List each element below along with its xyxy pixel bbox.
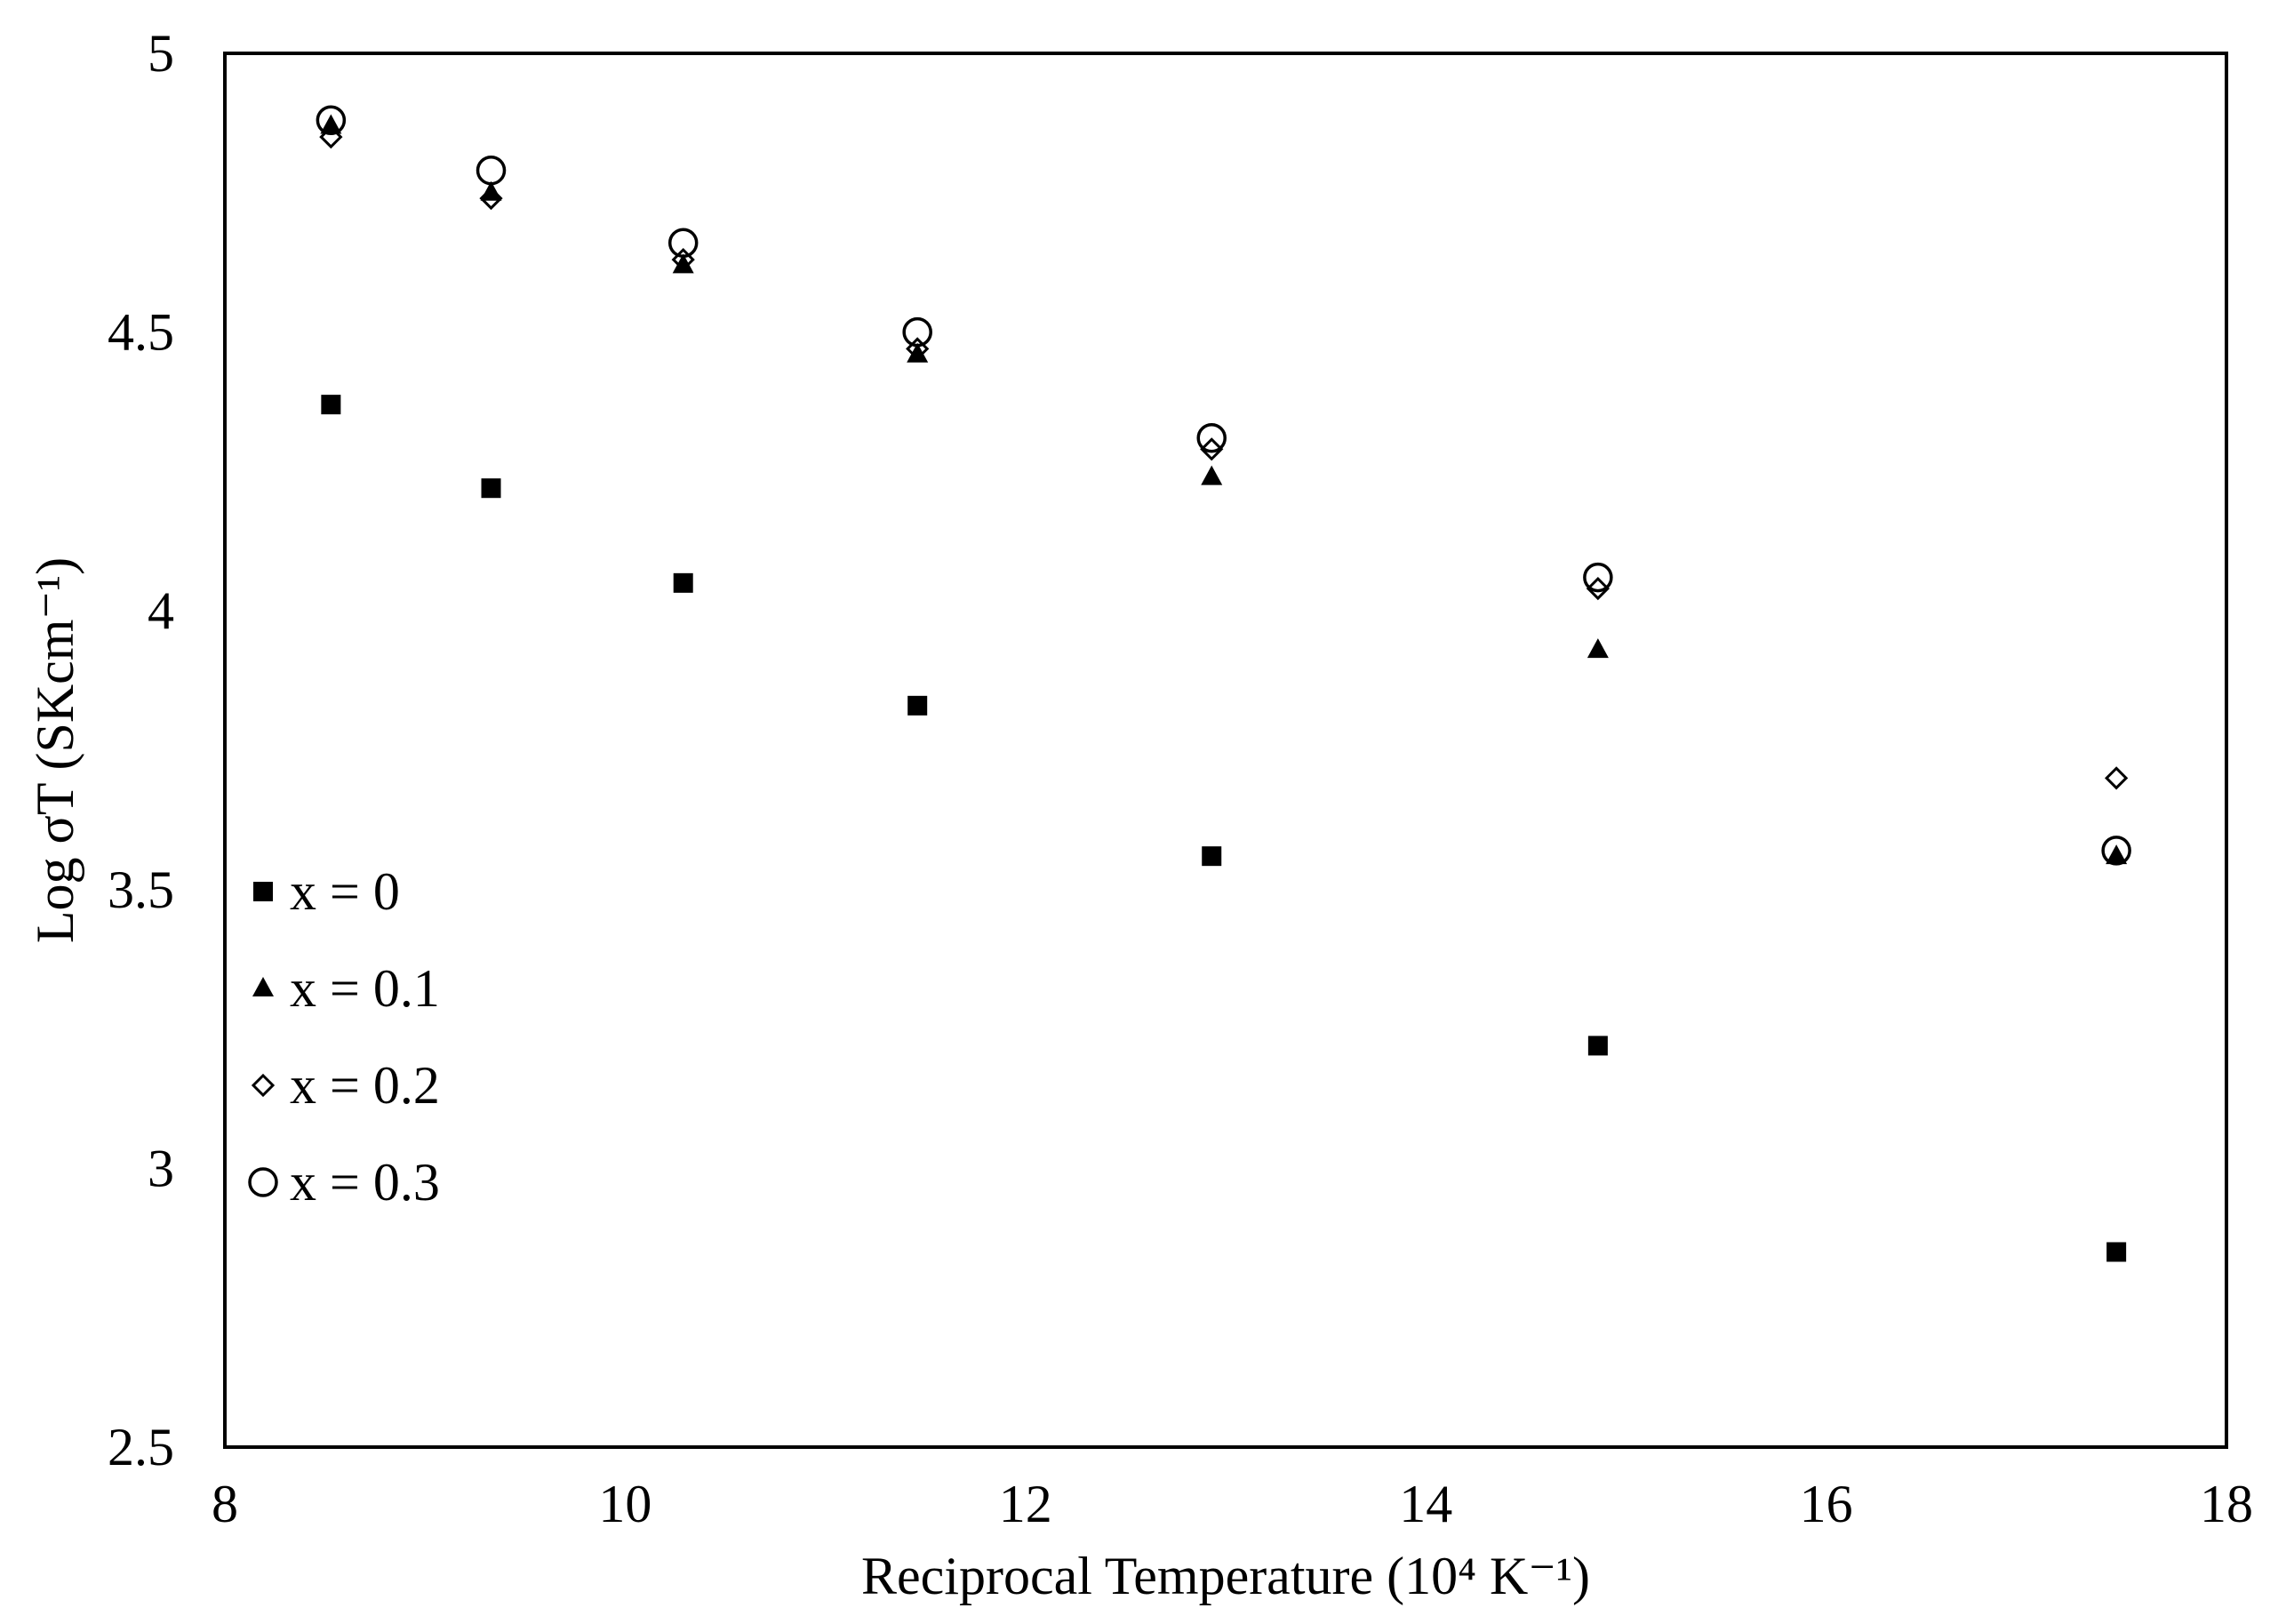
y-tick-label: 3	[148, 1139, 174, 1197]
legend-item: x = 0.2	[251, 1056, 440, 1115]
legend-label: x = 0.1	[290, 959, 440, 1018]
data-point	[320, 114, 342, 134]
y-tick-label: 2.5	[108, 1418, 174, 1476]
data-point	[667, 228, 699, 258]
data-point	[1587, 1036, 1608, 1056]
data-point	[1196, 423, 1227, 453]
x-tick-labels: 8 10 12 14 16 18	[212, 1475, 2253, 1533]
legend-marker	[253, 882, 273, 901]
legend-item: x = 0	[253, 862, 400, 921]
data-point	[476, 155, 507, 186]
legend-label: x = 0	[290, 862, 400, 921]
data-point	[2106, 1242, 2127, 1262]
data-point	[481, 478, 501, 499]
data-point	[1583, 562, 1613, 593]
legend-label: x = 0.3	[290, 1153, 440, 1212]
data-point	[902, 316, 932, 348]
series-3	[316, 105, 2131, 866]
x-tick-label: 10	[598, 1475, 651, 1533]
y-tick-label: 4.5	[108, 303, 174, 362]
series-0	[321, 395, 2127, 1262]
data-point	[1202, 846, 1222, 867]
x-tick-label: 16	[1800, 1475, 1853, 1533]
data-point	[673, 572, 693, 593]
legend-item: x = 0.1	[252, 959, 440, 1018]
data-point	[480, 180, 502, 201]
data-point	[479, 186, 503, 211]
y-tick-label: 4	[148, 581, 174, 640]
data-point	[671, 247, 695, 272]
data-point	[907, 342, 929, 363]
x-tick-label: 18	[2200, 1475, 2253, 1533]
legend-marker	[251, 1073, 276, 1098]
data-point	[2105, 766, 2129, 790]
x-tick-label: 14	[1399, 1475, 1452, 1533]
data-point	[1586, 576, 1610, 601]
data-point	[2106, 844, 2128, 865]
x-tick-label: 12	[999, 1475, 1052, 1533]
data-point	[316, 105, 347, 136]
x-axis-title: Reciprocal Temperature (10⁴ K⁻¹)	[861, 1547, 1590, 1605]
data-point	[319, 124, 343, 149]
legend-label: x = 0.2	[290, 1056, 440, 1115]
y-tick-label: 3.5	[108, 860, 174, 919]
legend-marker	[252, 977, 274, 996]
data-point	[672, 253, 694, 274]
legend: x = 0 x = 0.1 x = 0.2 x = 0.3	[248, 862, 440, 1212]
legend-item: x = 0.3	[248, 1153, 440, 1212]
data-point	[1200, 437, 1224, 461]
y-axis-title: Log σT (SKcm⁻¹)	[26, 557, 84, 943]
legend-marker	[248, 1167, 278, 1197]
data-point	[2101, 836, 2131, 866]
data-point	[1587, 638, 1609, 659]
data-points	[316, 105, 2131, 1262]
data-point	[907, 695, 928, 716]
y-tick-label: 5	[148, 24, 174, 83]
plot-area-frame	[223, 52, 2228, 1449]
data-point	[1201, 465, 1223, 485]
series-1	[320, 114, 2128, 865]
y-tick-labels: 2.5 3 3.5 4 4.5 5	[108, 24, 174, 1476]
series-2	[319, 124, 2129, 790]
x-tick-label: 8	[212, 1475, 238, 1533]
data-point	[906, 337, 930, 361]
data-point	[321, 395, 341, 415]
